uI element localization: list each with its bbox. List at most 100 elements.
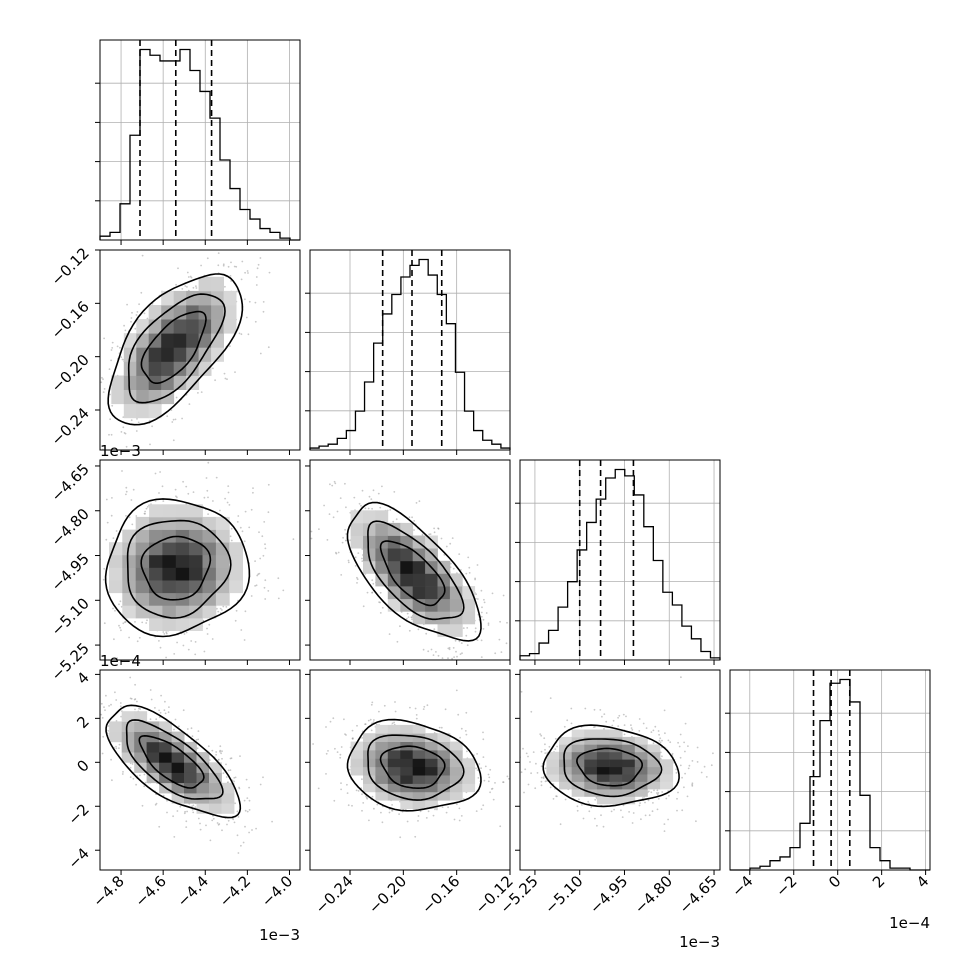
histogram-step-3 xyxy=(730,678,930,871)
sample-point xyxy=(135,430,138,432)
sample-point xyxy=(182,644,185,647)
sample-point xyxy=(246,810,249,813)
density-cell xyxy=(135,605,150,619)
sample-point xyxy=(83,708,85,710)
sample-point xyxy=(533,749,535,751)
sample-point xyxy=(460,642,463,644)
sample-point xyxy=(506,621,508,624)
x-tick-label: −5.10 xyxy=(541,872,586,917)
density-cell xyxy=(400,733,414,742)
density-cell xyxy=(221,803,235,814)
sample-point xyxy=(647,799,650,802)
sample-point xyxy=(255,584,258,587)
density-cell xyxy=(121,711,135,722)
density-cell xyxy=(122,554,137,568)
sample-point xyxy=(655,792,658,794)
density-cell xyxy=(425,750,438,759)
sample-point xyxy=(370,703,373,706)
sample-point xyxy=(378,710,380,713)
density-cell xyxy=(559,781,572,790)
density-cell xyxy=(449,775,463,784)
density-panel-1-2 xyxy=(310,480,508,660)
sample-point xyxy=(129,697,132,700)
sample-point xyxy=(262,554,265,557)
density-cell xyxy=(387,775,401,784)
sample-point xyxy=(588,810,591,813)
sample-point xyxy=(211,819,214,822)
sample-point xyxy=(489,768,492,771)
sample-point xyxy=(115,463,117,465)
sample-point xyxy=(447,657,449,660)
frame-layer xyxy=(95,39,931,875)
sample-point xyxy=(438,726,441,729)
sample-point xyxy=(445,545,448,548)
sample-point xyxy=(466,644,469,647)
sample-point xyxy=(354,565,357,567)
sample-point xyxy=(247,272,249,274)
sample-point xyxy=(110,359,112,362)
contour-line xyxy=(126,519,232,619)
sample-point xyxy=(113,638,115,641)
sample-point xyxy=(124,329,127,332)
density-cell xyxy=(622,774,636,782)
sample-point xyxy=(399,836,402,839)
sample-point xyxy=(554,737,557,740)
histogram-step-1 xyxy=(309,258,511,450)
density-cell xyxy=(571,729,585,738)
sample-point xyxy=(129,676,132,679)
sample-point xyxy=(453,656,455,658)
sample-point xyxy=(712,752,714,755)
sample-point xyxy=(657,792,660,794)
density-cell xyxy=(375,733,389,742)
density-cell xyxy=(121,731,135,743)
sample-point xyxy=(159,711,162,714)
density-cell xyxy=(375,510,389,524)
density-cell xyxy=(162,605,177,619)
y-tick-label: 2 xyxy=(73,712,92,731)
sample-point xyxy=(181,288,184,290)
sample-point xyxy=(225,776,228,778)
sample-point xyxy=(267,346,270,349)
sample-point xyxy=(100,702,103,705)
sample-point xyxy=(366,591,369,594)
density-cell xyxy=(412,611,426,625)
density-cell xyxy=(215,580,230,594)
sample-point xyxy=(452,647,455,649)
density-cell xyxy=(209,772,222,784)
sample-point xyxy=(680,676,682,679)
sample-point xyxy=(200,264,203,267)
sample-point xyxy=(259,352,262,355)
sample-point xyxy=(417,820,419,822)
sample-point xyxy=(108,705,110,707)
sample-point xyxy=(524,768,527,771)
sample-point xyxy=(237,852,240,854)
sample-point xyxy=(476,769,479,771)
sample-point xyxy=(454,639,457,642)
density-cell xyxy=(584,751,598,760)
sample-point xyxy=(301,725,303,727)
sample-point xyxy=(356,578,359,581)
sample-point xyxy=(111,404,114,407)
density-cell xyxy=(449,573,463,587)
density-cell xyxy=(202,605,217,619)
density-cell xyxy=(584,744,598,753)
panel-frame xyxy=(99,39,301,241)
sample-point xyxy=(125,445,128,448)
sample-point xyxy=(92,555,94,557)
sample-point xyxy=(301,625,303,627)
density-cell xyxy=(211,319,224,334)
sample-point xyxy=(130,317,133,319)
sample-point xyxy=(343,718,345,721)
sample-point xyxy=(111,497,113,499)
sample-point xyxy=(95,442,97,444)
sample-point xyxy=(173,728,175,731)
sample-point xyxy=(440,537,443,540)
sample-point xyxy=(148,419,151,422)
density-cell xyxy=(121,752,135,763)
sample-point xyxy=(540,784,543,787)
sample-point xyxy=(695,820,697,823)
sample-point xyxy=(656,793,659,796)
density-cell xyxy=(375,741,389,751)
sample-point xyxy=(104,709,106,712)
sample-point xyxy=(171,421,174,423)
